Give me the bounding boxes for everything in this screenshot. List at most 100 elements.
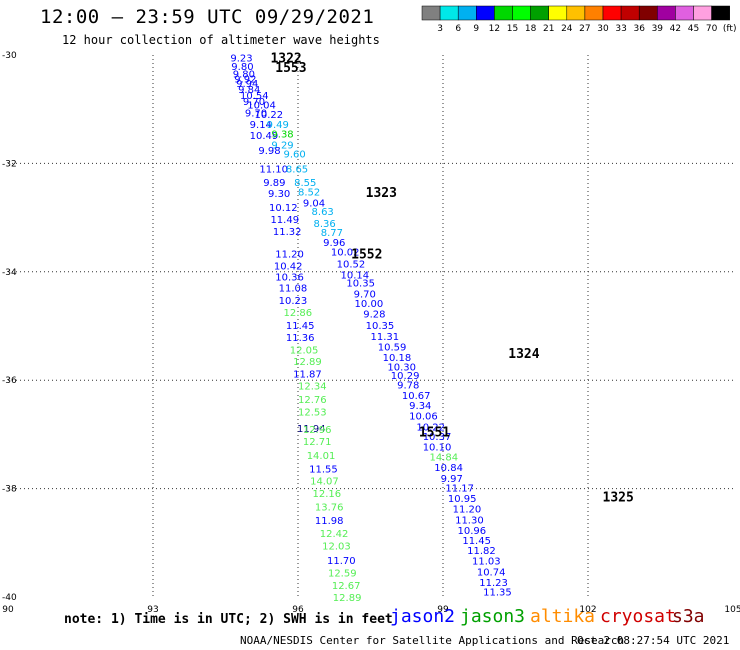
legend-s3a: s3a (672, 606, 705, 627)
color-swatch (494, 5, 513, 21)
pass-number-label: 1323 (366, 186, 397, 201)
footer-note: note: 1) Time is in UTC; 2) SWH is in fe… (64, 612, 393, 627)
chart-subtitle: 12 hour collection of altimeter wave hei… (62, 33, 380, 47)
pass-number-label: 1324 (508, 347, 539, 362)
wave-height-label: 14.84 (429, 453, 458, 464)
wave-height-label: 10.29 (391, 371, 420, 382)
wave-height-label: 10.22 (416, 422, 445, 433)
color-scale-label: 30 (597, 24, 609, 34)
wave-height-label: 9.38 (271, 130, 293, 141)
wave-height-label: 9.49 (267, 120, 289, 131)
wave-height-label: 10.37 (423, 432, 452, 443)
wave-height-label: 11.03 (472, 557, 501, 568)
wave-height-label: 12.86 (284, 308, 313, 319)
x-tick-label: 105 (724, 605, 740, 615)
wave-height-label: 11.20 (275, 249, 304, 260)
x-tick-label: 90 (2, 605, 14, 615)
wave-height-label: 12.34 (298, 382, 327, 393)
color-scale-label: 24 (561, 24, 573, 34)
wave-height-label: 9.97 (441, 474, 463, 485)
y-tick-label: -38 (2, 485, 17, 495)
wave-height-label: 9.84 (238, 85, 260, 96)
data-label-layer: 9.239.809.809.929.949.8410.549.7010.049.… (230, 54, 511, 604)
wave-height-label: 12.67 (332, 581, 361, 592)
wave-height-label: 11.10 (259, 164, 288, 175)
wave-height-label: 9.92 (234, 74, 256, 85)
color-swatch (584, 5, 604, 21)
color-swatch (421, 5, 441, 21)
wave-height-label: 9.04 (303, 198, 325, 209)
wave-height-label: 12.59 (328, 569, 357, 580)
tick-label-layer: 90 93 96 99 102 105 -30 -32 -34 -36 -38 -40 (2, 51, 740, 615)
legend-cryosat: cryosat (600, 606, 676, 627)
wave-height-label: 14.07 (310, 476, 339, 487)
pass-number-label: 1553 (275, 61, 306, 76)
wave-height-label: 12.71 (303, 437, 332, 448)
wave-height-label: 11.30 (455, 515, 484, 526)
wave-height-label: 10.67 (402, 391, 431, 402)
pass-number-label: 1551 (419, 426, 450, 441)
pass-number-label: 1552 (351, 247, 382, 262)
y-tick-label: -40 (2, 593, 17, 603)
color-swatch (476, 5, 495, 21)
color-scale-label: 21 (543, 24, 554, 34)
color-scale-label: 39 (652, 24, 664, 34)
wave-height-label: 10.36 (275, 273, 304, 284)
pass-number-label: 1325 (603, 491, 634, 506)
wave-height-label: 11.55 (309, 465, 338, 476)
wave-height-label: 11.82 (467, 546, 496, 557)
legend-jason3: jason3 (460, 606, 526, 627)
color-swatch (638, 5, 658, 21)
color-scale-label: 33 (615, 24, 626, 34)
wave-height-label: 11.45 (462, 536, 491, 547)
wave-height-label: 10.18 (383, 353, 412, 364)
color-swatch (602, 5, 622, 21)
wave-height-label: 11.32 (273, 227, 302, 238)
wave-height-label: 12.16 (313, 489, 342, 500)
wave-height-label: 10.35 (366, 321, 395, 332)
wave-height-label: 10.23 (279, 296, 308, 307)
x-tick-label: 96 (292, 605, 304, 615)
wave-height-label: 9.96 (323, 238, 345, 249)
wave-height-label: 8.55 (294, 178, 316, 189)
wave-height-label: 10.14 (341, 271, 370, 282)
wave-height-label: 11.31 (371, 332, 400, 343)
color-swatch (693, 5, 712, 21)
color-swatch (711, 5, 730, 21)
wave-height-label: 12.42 (320, 529, 349, 540)
y-tick-label: -34 (2, 268, 17, 278)
wave-height-label: 11.35 (483, 588, 512, 599)
wave-height-label: 10.04 (247, 100, 276, 111)
x-tick-label: 93 (147, 605, 158, 615)
color-swatch (457, 5, 477, 21)
wave-height-label: 10.52 (337, 260, 366, 271)
color-swatch (675, 5, 694, 21)
y-tick-label: -30 (2, 51, 17, 61)
wave-height-label: 14.01 (307, 451, 336, 462)
wave-height-label: 10.30 (387, 363, 416, 374)
wave-height-label: 10.59 (378, 343, 407, 354)
color-scale-label: 45 (688, 24, 699, 34)
wave-height-label: 10.42 (274, 261, 303, 272)
color-scale-label: 12 (489, 24, 500, 34)
wave-height-label: 10.96 (458, 526, 487, 537)
wave-height-label: 11.45 (286, 321, 315, 332)
wave-height-label: 8.63 (312, 207, 334, 218)
wave-height-label: 11.17 (445, 484, 474, 495)
x-tick-label: 102 (579, 605, 596, 615)
color-scale-label: 18 (525, 24, 537, 34)
wave-height-label: 10.95 (448, 494, 477, 505)
legend-altika: altika (530, 606, 596, 627)
wave-height-label: 9.70 (243, 97, 265, 108)
wave-height-label: 10.06 (409, 411, 438, 422)
wave-height-label: 9.28 (363, 310, 385, 321)
wave-height-label: 10.54 (240, 91, 269, 102)
color-scale-bar: 3 6 9 12 15 18 21 24 27 30 33 36 39 42 45 70 (ft) (421, 5, 736, 34)
wave-height-label: 11.87 (293, 370, 322, 381)
y-tick-label: -32 (2, 159, 17, 169)
x-tick-label: 99 (437, 605, 449, 615)
wave-height-label: 9.78 (397, 381, 419, 392)
wave-height-label: 9.80 (233, 69, 255, 80)
